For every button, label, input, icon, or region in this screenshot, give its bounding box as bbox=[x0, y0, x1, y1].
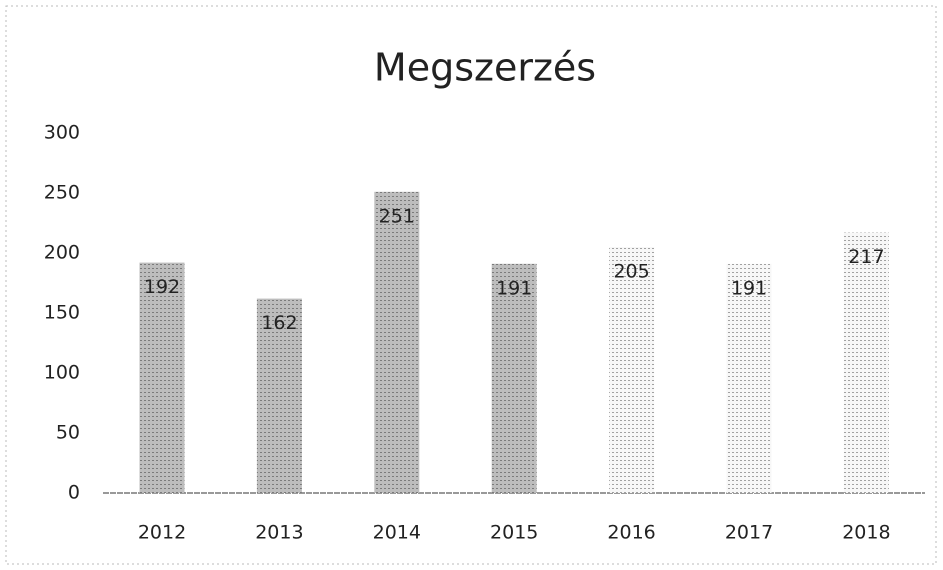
y-tick-label: 100 bbox=[44, 362, 80, 384]
y-tick-label: 0 bbox=[68, 482, 80, 504]
x-tick-label: 2016 bbox=[607, 522, 655, 544]
chart-title: Megszerzés bbox=[374, 46, 596, 90]
data-label: 191 bbox=[731, 277, 767, 299]
data-label: 192 bbox=[144, 276, 180, 298]
chart-border bbox=[5, 5, 937, 565]
data-label: 162 bbox=[261, 312, 297, 334]
bar-texture bbox=[609, 247, 655, 493]
y-tick-label: 250 bbox=[44, 182, 80, 204]
x-tick-label: 2017 bbox=[725, 522, 773, 544]
data-label: 191 bbox=[496, 277, 532, 299]
y-tick-label: 300 bbox=[44, 122, 80, 144]
bar-texture bbox=[256, 298, 302, 493]
y-tick-label: 150 bbox=[44, 302, 80, 324]
bar-texture bbox=[139, 262, 185, 493]
data-label: 217 bbox=[848, 246, 884, 268]
data-label: 251 bbox=[379, 205, 415, 227]
bar-texture bbox=[374, 191, 420, 494]
y-tick-label: 200 bbox=[44, 242, 80, 264]
y-tick-label: 50 bbox=[56, 422, 80, 444]
data-label: 205 bbox=[613, 261, 649, 283]
x-tick-label: 2018 bbox=[842, 522, 890, 544]
bar-texture bbox=[843, 232, 889, 493]
bar-texture bbox=[491, 263, 537, 493]
x-tick-label: 2013 bbox=[255, 522, 303, 544]
x-tick-label: 2012 bbox=[138, 522, 186, 544]
x-tick-label: 2015 bbox=[490, 522, 538, 544]
x-tick-label: 2014 bbox=[373, 522, 421, 544]
bar-texture bbox=[726, 263, 772, 493]
